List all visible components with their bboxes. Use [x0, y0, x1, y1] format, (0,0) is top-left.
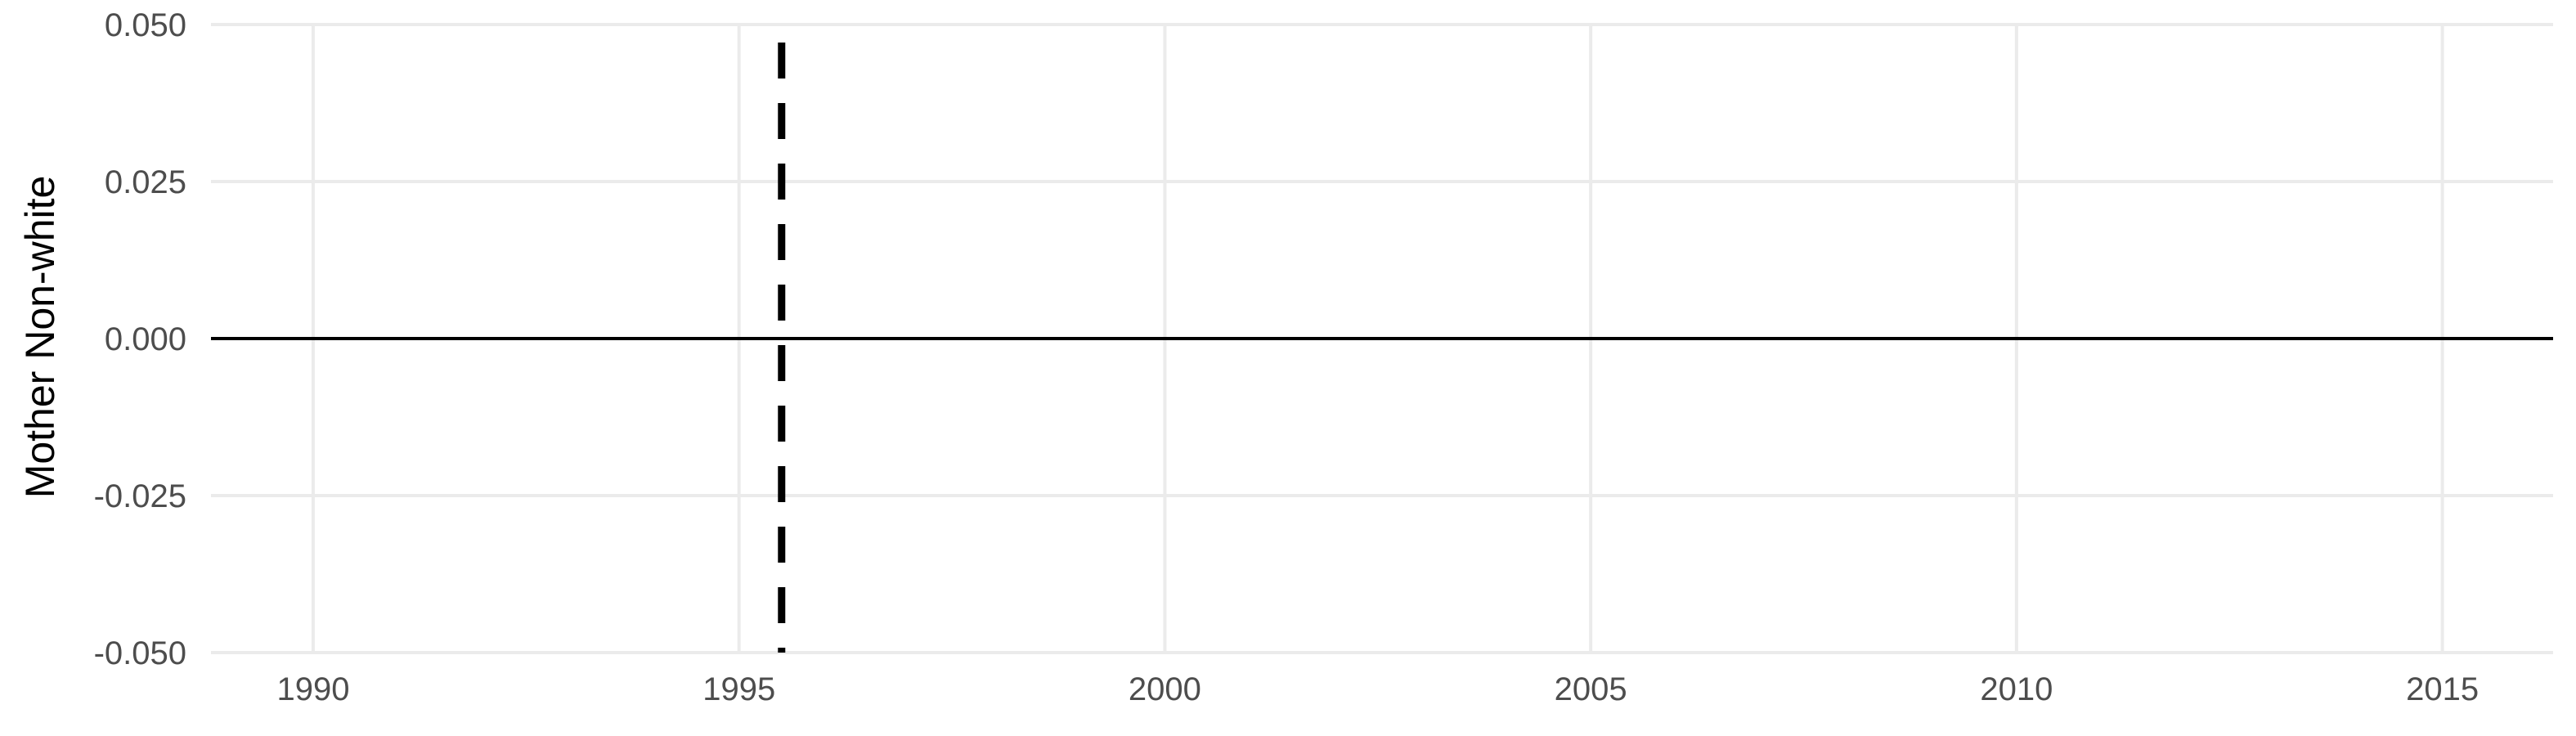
y-tick-labels: -0.050 -0.025 0.000 0.025 0.050 [94, 7, 186, 671]
y-axis-title: Mother Non-white [17, 176, 63, 499]
y-tick-label: -0.050 [94, 635, 186, 671]
y-tick-label: 0.050 [105, 7, 186, 43]
x-tick-label: 2010 [1980, 671, 2053, 707]
x-tick-label: 2015 [2406, 671, 2479, 707]
x-tick-label: 2005 [1555, 671, 1627, 707]
y-tick-label: 0.025 [105, 164, 186, 200]
x-tick-label: 1995 [702, 671, 775, 707]
x-tick-labels: 1990 1995 2000 2005 2010 2015 [276, 671, 2479, 707]
reference-lines [211, 43, 2553, 653]
x-tick-label: 2000 [1129, 671, 1201, 707]
y-tick-label: -0.025 [94, 478, 186, 514]
y-tick-label: 0.000 [105, 321, 186, 357]
x-tick-label: 1990 [276, 671, 349, 707]
